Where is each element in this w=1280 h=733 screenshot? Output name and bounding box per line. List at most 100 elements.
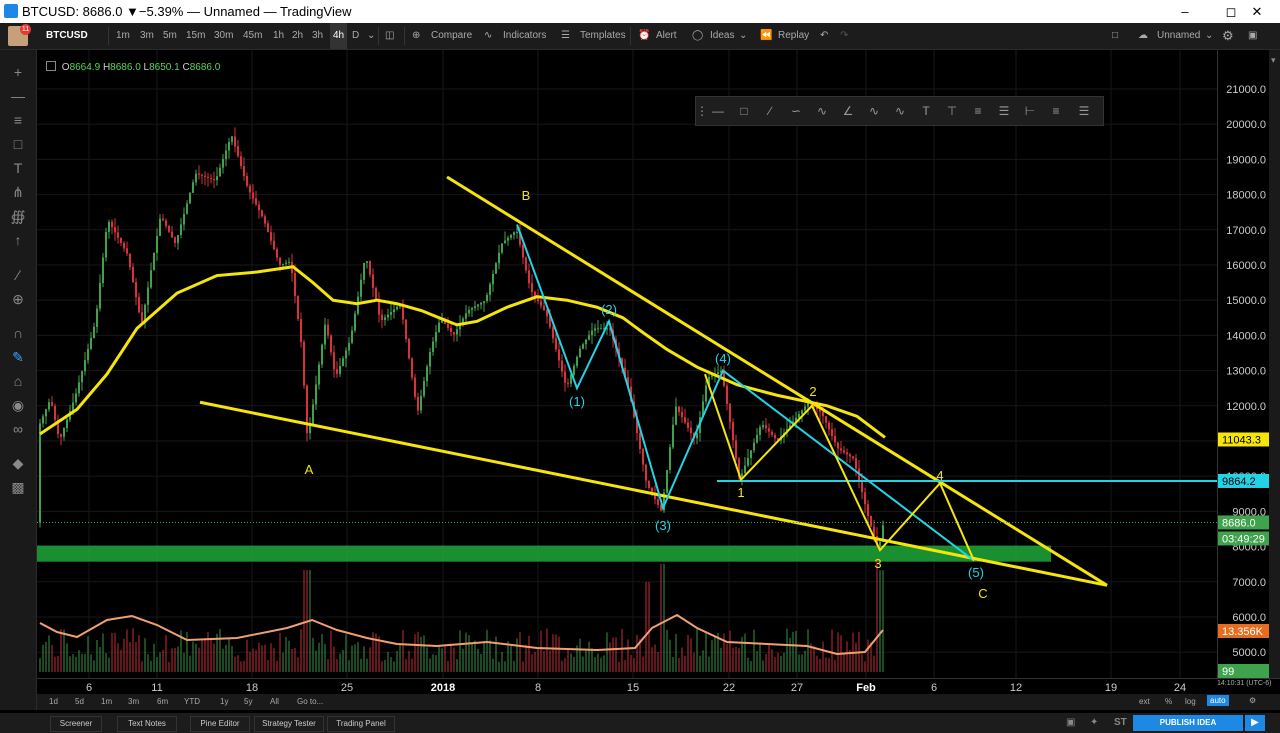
pattern-icon[interactable]: ⋔ <box>12 184 24 200</box>
align-icon[interactable]: ≡ <box>974 104 982 118</box>
replay-icon[interactable]: ⏪ <box>760 30 773 41</box>
indicators-button[interactable]: Indicators <box>503 30 547 41</box>
alert-icon[interactable]: ⏰ <box>638 30 651 41</box>
interval-15m[interactable]: 15m <box>186 30 206 41</box>
interval-3h[interactable]: 3h <box>312 30 324 41</box>
auto-toggle[interactable]: auto <box>1207 695 1229 706</box>
play-icon[interactable]: ▶ <box>1245 715 1265 731</box>
text-box-icon[interactable]: ⊤ <box>946 104 958 118</box>
list-icon[interactable]: ☰ <box>998 104 1010 118</box>
tab-screener[interactable]: Screener <box>50 716 102 732</box>
zoom-icon[interactable]: ⊕ <box>12 291 24 307</box>
scale-settings-icon[interactable]: ⚙ <box>1249 696 1257 705</box>
range-5d[interactable]: 5d <box>75 697 84 706</box>
chart-pane[interactable]: A B C (1) (2) (3) (4) (5) 1 2 3 4 <box>37 50 1217 678</box>
templates-button[interactable]: Templates <box>580 30 626 41</box>
compare-button[interactable]: Compare <box>431 30 473 41</box>
interval-1m[interactable]: 1m <box>116 30 130 41</box>
right-panel-toggle-icon[interactable]: ▾ <box>1271 55 1276 65</box>
wave-icon[interactable]: ∿ <box>816 104 828 118</box>
tab-pine-editor[interactable]: Pine Editor <box>190 716 250 732</box>
ideas-dropdown-icon[interactable]: ⌄ <box>739 30 748 41</box>
interval-30m[interactable]: 30m <box>214 30 234 41</box>
hlines-icon[interactable]: ≡ <box>1052 104 1060 118</box>
range-all[interactable]: All <box>270 697 279 706</box>
line-icon[interactable]: — <box>712 104 724 118</box>
tab-strategy-tester[interactable]: Strategy Tester <box>254 716 324 732</box>
price-scale[interactable]: 21000.0 20000.0 19000.0 18000.0 17000.0 16000… <box>1217 50 1270 678</box>
alert-button[interactable]: Alert <box>656 30 677 41</box>
range-1y[interactable]: 1y <box>220 697 229 706</box>
prediction-icon[interactable]: ∰ <box>10 208 26 224</box>
brush-icon[interactable]: ∽ <box>790 104 802 118</box>
layout-dropdown-icon[interactable]: ⌄ <box>1205 30 1214 41</box>
ruler-icon[interactable]: ∕ <box>16 267 20 283</box>
gear-icon[interactable]: ⚙ <box>1222 28 1234 43</box>
templates-icon[interactable]: ☰ <box>561 30 570 41</box>
arrow-up-icon[interactable]: ↑ <box>14 232 22 248</box>
time-scale[interactable]: 6 11 18 25 2018 8 15 22 27 Feb 6 12 19 24 <box>37 678 1217 695</box>
cloud-icon[interactable]: ☁ <box>1138 30 1148 41</box>
range-1m[interactable]: 1m <box>101 697 113 706</box>
lock-icon[interactable]: ⌂ <box>13 373 23 389</box>
fullscreen-icon[interactable]: □ <box>1112 30 1119 41</box>
close-button[interactable]: ✕ <box>1251 4 1263 19</box>
layout-name[interactable]: Unnamed <box>1157 30 1201 41</box>
ray-icon[interactable]: ∕ <box>768 104 771 118</box>
eye-icon[interactable]: ◉ <box>11 397 25 413</box>
twitter-icon[interactable]: ✦ <box>1090 717 1099 728</box>
legend-collapse-icon[interactable] <box>46 61 56 71</box>
box-icon[interactable]: □ <box>740 104 748 118</box>
stay-drawing-icon[interactable]: ✎ <box>12 349 24 365</box>
stocktwits-icon[interactable]: ST <box>1114 717 1127 728</box>
log-toggle[interactable]: log <box>1185 697 1196 706</box>
interval-2h[interactable]: 2h <box>292 30 304 41</box>
ext-toggle[interactable]: ext <box>1139 697 1150 706</box>
replay-button[interactable]: Replay <box>778 30 810 41</box>
goto-button[interactable]: Go to... <box>297 697 324 706</box>
drag-handle-icon[interactable]: ⋮ <box>696 104 708 118</box>
time-scale-canvas[interactable]: 6 11 18 25 2018 8 15 22 27 Feb 6 12 19 24 <box>37 679 1217 695</box>
range-5y[interactable]: 5y <box>244 697 253 706</box>
zigzag-icon[interactable]: ∿ <box>868 104 880 118</box>
trendline-icon[interactable]: — <box>11 88 25 104</box>
snapshot-icon[interactable]: ▣ <box>1066 717 1076 728</box>
bar-style-icon[interactable]: ◫ <box>385 30 395 41</box>
magnet-icon[interactable]: ∩ <box>12 325 24 341</box>
interval-1h[interactable]: 1h <box>273 30 285 41</box>
rectangle-icon[interactable]: □ <box>13 136 23 152</box>
interval-3m[interactable]: 3m <box>140 30 154 41</box>
tab-trading-panel[interactable]: Trading Panel <box>327 716 395 732</box>
minimize-button[interactable]: – <box>1181 4 1189 19</box>
crosshair-icon[interactable]: + <box>13 64 23 80</box>
symbol-search[interactable]: BTCUSD <box>46 30 88 41</box>
camera-icon[interactable]: ▣ <box>1248 30 1258 41</box>
price-scale-canvas[interactable]: 21000.0 20000.0 19000.0 18000.0 17000.0 16000… <box>1218 50 1270 678</box>
ideas-button[interactable]: Ideas <box>710 30 735 41</box>
layers-icon[interactable]: ◆ <box>12 455 24 471</box>
indicators-icon[interactable]: ∿ <box>484 30 493 41</box>
undo-icon[interactable]: ↶ <box>820 30 829 41</box>
text-icon[interactable]: T <box>13 160 23 176</box>
interval-45m[interactable]: 45m <box>243 30 263 41</box>
bracket-icon[interactable]: ⊢ <box>1024 104 1036 118</box>
trash-icon[interactable]: ▩ <box>11 479 25 495</box>
maximize-button[interactable]: ◻ <box>1225 4 1237 19</box>
range-ytd[interactable]: YTD <box>184 697 200 706</box>
angle-icon[interactable]: ∠ <box>842 104 854 118</box>
range-6m[interactable]: 6m <box>157 697 169 706</box>
link-icon[interactable]: ∞ <box>13 421 23 437</box>
ideas-icon[interactable]: ◯ <box>692 30 704 41</box>
fib-icon[interactable]: ≡ <box>13 112 23 128</box>
compare-icon[interactable]: ⊕ <box>412 30 421 41</box>
chart-canvas[interactable]: A B C (1) (2) (3) (4) (5) 1 2 3 4 <box>37 50 1217 678</box>
percent-toggle[interactable]: % <box>1165 697 1173 706</box>
interval-5m[interactable]: 5m <box>163 30 177 41</box>
more-lines-icon[interactable]: ☰ <box>1078 104 1090 118</box>
zigzag2-icon[interactable]: ∿ <box>894 104 906 118</box>
range-3m[interactable]: 3m <box>128 697 140 706</box>
text-tool-icon[interactable]: T <box>922 104 930 118</box>
publish-idea-button[interactable]: PUBLISH IDEA <box>1133 715 1243 731</box>
interval-D[interactable]: D <box>352 30 360 41</box>
interval-dropdown-icon[interactable]: ⌄ <box>367 30 376 41</box>
